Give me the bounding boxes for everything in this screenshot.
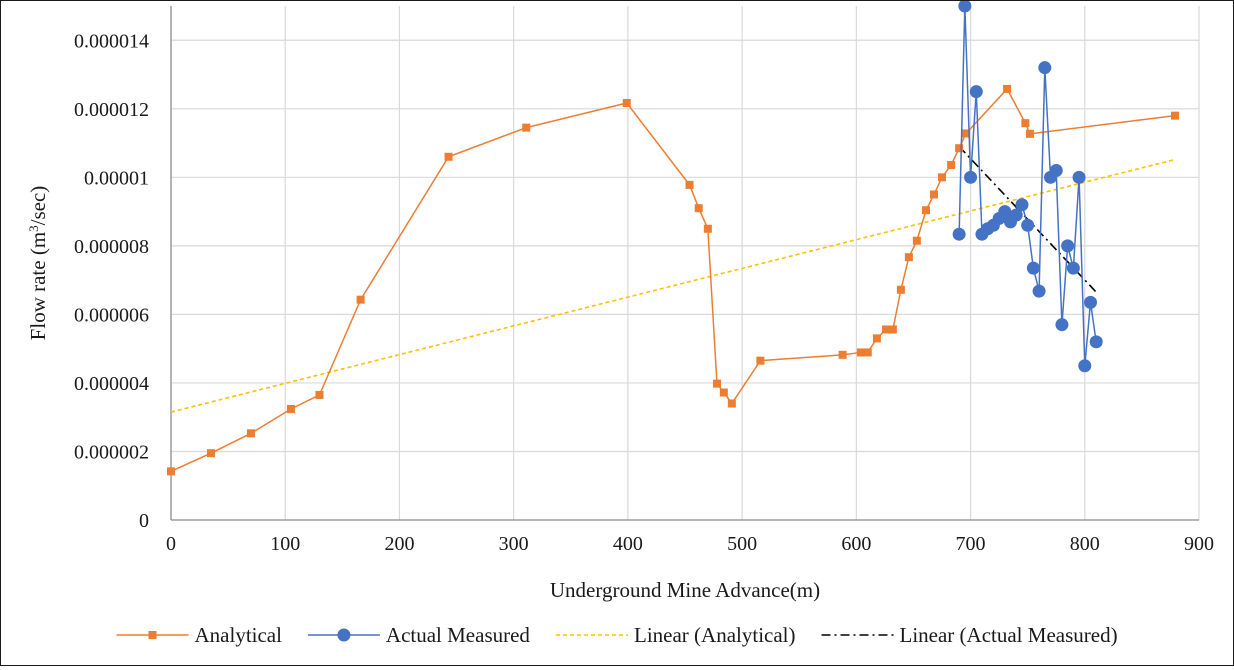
gridlines (171, 6, 1200, 520)
data-point (856, 348, 865, 357)
data-point (947, 160, 956, 169)
x-tick-label: 700 (956, 533, 986, 555)
data-point (444, 152, 453, 161)
x-tick-label: 600 (841, 533, 871, 555)
data-point (756, 356, 765, 365)
data-point (1083, 295, 1097, 309)
data-point (952, 227, 966, 241)
data-point (961, 129, 970, 138)
y-axis-title-prefix: Flow rate (m (26, 232, 50, 340)
data-point (685, 180, 694, 189)
y-tick-label: 0.000002 (74, 441, 149, 463)
legend-item: Analytical (116, 623, 283, 647)
data-point (863, 348, 872, 357)
data-point (315, 390, 324, 399)
y-tick-label: 0.000012 (74, 99, 149, 121)
data-point (912, 236, 921, 245)
data-point (1078, 359, 1092, 373)
data-point (712, 379, 721, 388)
data-point (930, 190, 939, 199)
data-point (522, 123, 531, 132)
data-point (922, 206, 931, 215)
data-point (964, 170, 978, 184)
legend-item: Linear (Actual Measured) (821, 623, 1118, 647)
data-point (1021, 218, 1035, 232)
data-point (1055, 318, 1069, 332)
data-point (955, 144, 964, 153)
legend-swatch-marker (337, 628, 351, 642)
data-point (1038, 61, 1052, 75)
y-tick-label: 0.000008 (74, 236, 149, 258)
x-tick-label: 800 (1070, 533, 1100, 555)
data-point (727, 399, 736, 408)
trendlines (170, 145, 1176, 413)
x-tick-label: 100 (270, 533, 300, 555)
y-axis-title-suffix: /sec) (26, 186, 50, 226)
data-point (1009, 208, 1023, 222)
trendline (170, 158, 1176, 413)
y-tick-label: 0.000004 (74, 373, 149, 395)
data-point (694, 204, 703, 213)
data-point (167, 467, 175, 476)
data-point (896, 285, 905, 294)
data-point (872, 334, 881, 343)
data-point (938, 173, 946, 182)
data-point (1089, 335, 1103, 349)
data-point (1066, 261, 1080, 275)
legend-item: Actual Measured (307, 623, 531, 647)
axes (170, 6, 1199, 521)
data-point (1049, 163, 1063, 177)
data-point (888, 325, 897, 334)
x-tick-label: 200 (384, 533, 414, 555)
tick-labels: 0 100 200 300 400 500 600 700 800 900 0 0.000002 0.0… (74, 30, 1214, 555)
data-point (1021, 119, 1030, 128)
data-point (1025, 129, 1034, 138)
legend-label: Analytical (195, 623, 283, 647)
data-point (356, 295, 365, 304)
legend-label: Linear (Actual Measured) (900, 623, 1118, 647)
x-tick-label: 0 (166, 533, 176, 555)
data-point (1072, 170, 1086, 184)
data-point (969, 85, 983, 99)
legend-item: Linear (Analytical) (556, 623, 796, 647)
x-tick-label: 400 (613, 533, 643, 555)
data-point (1032, 284, 1046, 298)
series-line (958, 5, 1097, 366)
data-point (703, 224, 712, 233)
data-point (838, 350, 847, 359)
data-point (1171, 111, 1180, 120)
data-point (882, 325, 891, 334)
data-point (1026, 261, 1040, 275)
data-point (904, 253, 913, 262)
legend-label: Linear (Analytical) (634, 623, 796, 647)
y-tick-label: 0 (139, 510, 149, 532)
data-series (167, 0, 1180, 476)
data-point (998, 205, 1012, 219)
legend: Analytical Actual Measured Linear (Analyti… (116, 623, 1118, 647)
y-axis-title: Flow rate (m3/sec) (26, 186, 51, 341)
y-tick-label: 0.00001 (84, 167, 149, 189)
x-axis-title: Underground Mine Advance(m) (550, 578, 820, 602)
data-point (246, 429, 255, 438)
y-tick-label: 0.000014 (74, 30, 149, 52)
data-point (719, 388, 728, 397)
data-point (1015, 198, 1029, 212)
x-tick-label: 900 (1184, 533, 1214, 555)
data-point (1003, 84, 1012, 93)
data-point (286, 404, 295, 413)
legend-swatch-marker (148, 631, 157, 639)
series-line (170, 87, 1176, 473)
y-tick-label: 0.000006 (74, 304, 149, 326)
data-point (1061, 239, 1075, 253)
legend-label: Actual Measured (386, 623, 531, 647)
data-point (206, 449, 215, 458)
x-tick-label: 500 (727, 533, 757, 555)
y-axis-title-superscript: 3 (26, 225, 41, 232)
x-tick-label: 300 (499, 533, 529, 555)
data-point (958, 0, 972, 13)
data-point (622, 98, 631, 107)
